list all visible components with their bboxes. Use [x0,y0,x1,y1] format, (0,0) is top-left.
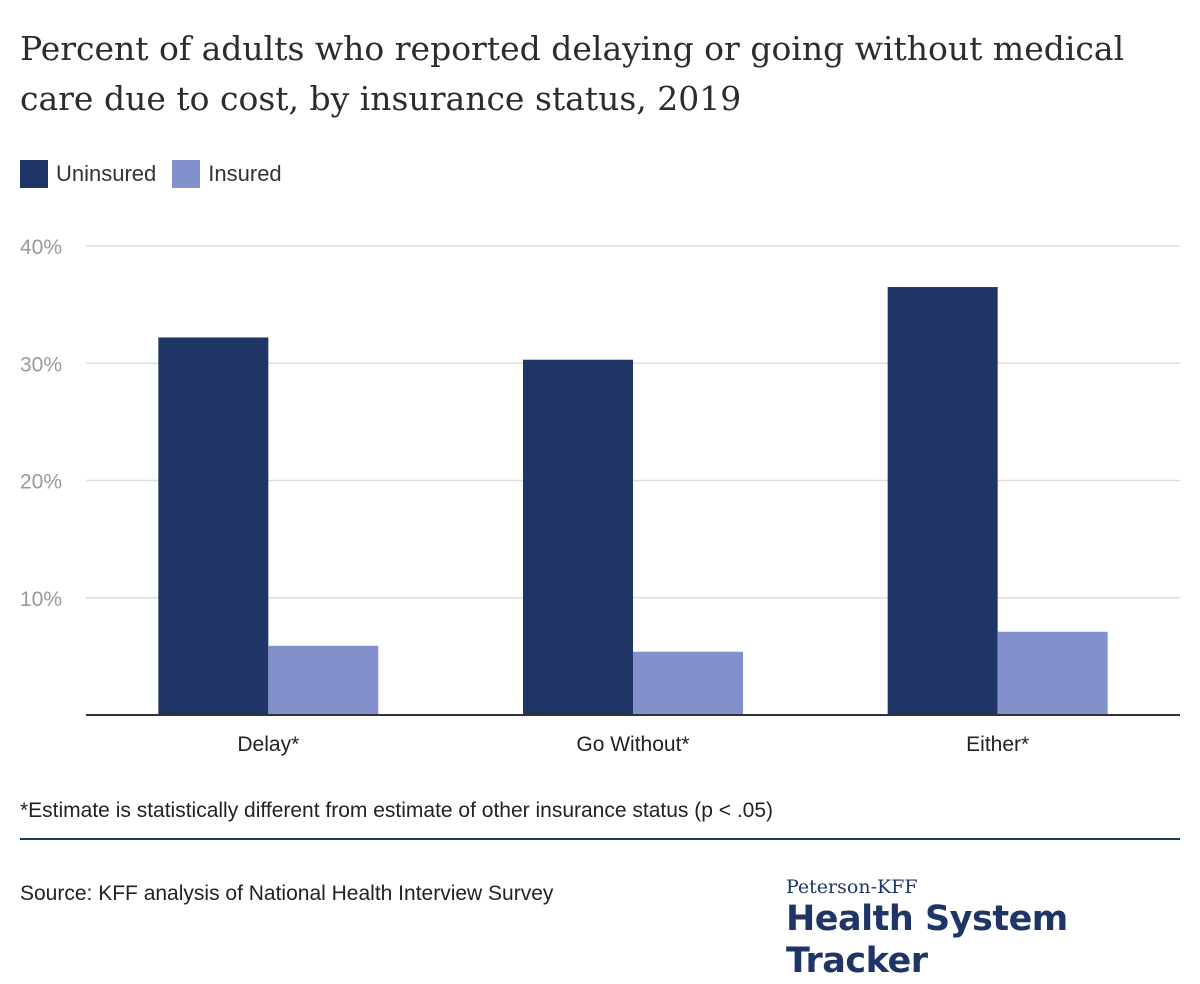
legend-label-insured: Insured [208,161,282,186]
brand-name-small: Peterson-KFF [786,876,918,898]
bar-chart: 10% 20% 30% 40% Delay* Go Without* Either* [20,236,1180,756]
bar-insured-0 [268,645,379,715]
bar-uninsured-1 [523,359,633,715]
y-tick-label-30: 30% [20,353,62,376]
brand-logo: Peterson-KFF Health System Tracker [786,876,1200,982]
brand-name-large: Health System Tracker [786,899,1068,981]
x-category-label-2: Either* [966,733,1029,756]
y-tick-label-20: 20% [20,471,62,494]
legend-swatch-insured [172,160,201,188]
legend-label-uninsured: Uninsured [56,161,157,186]
legend-item-insured: Insured [172,160,282,188]
y-tick-label-10: 10% [20,588,62,611]
divider-rule [20,838,1180,840]
bar-insured-2 [997,631,1108,715]
chart-legend: Uninsured Insured [20,160,298,188]
y-tick-label-40: 40% [20,236,62,259]
x-category-label-0: Delay* [237,733,299,756]
x-category-label-1: Go Without* [576,733,689,756]
footnote: *Estimate is statistically different fro… [20,799,774,822]
bar-uninsured-0 [158,337,269,715]
source-note: Source: KFF analysis of National Health … [20,882,554,905]
bar-uninsured-2 [887,287,998,715]
bar-insured-1 [633,651,743,715]
legend-item-uninsured: Uninsured [20,160,156,188]
chart-title: Percent of adults who reported delaying … [20,29,1125,118]
legend-swatch-uninsured [20,160,48,188]
